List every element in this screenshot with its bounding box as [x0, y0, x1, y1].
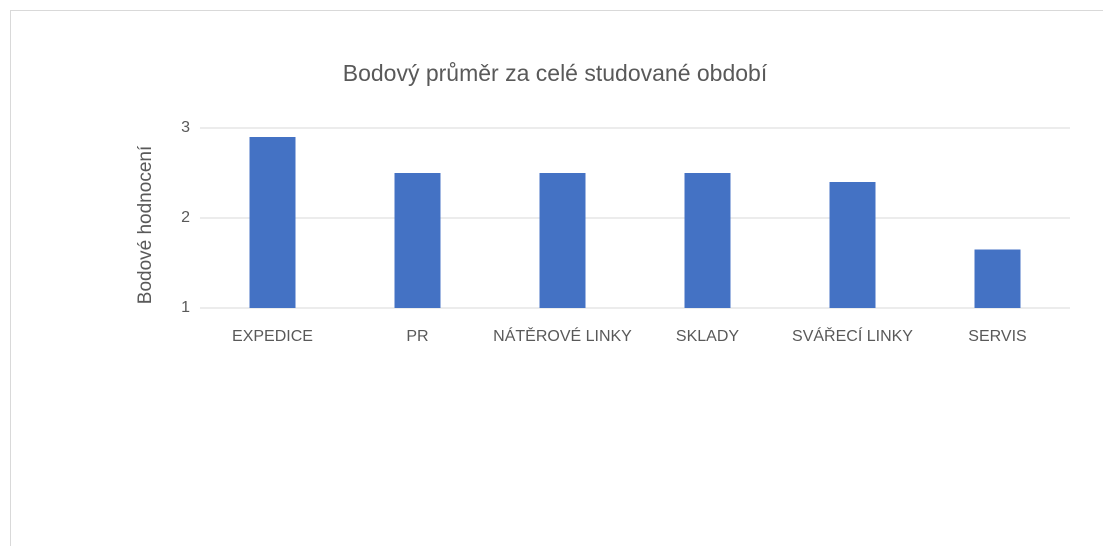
bar — [249, 137, 296, 308]
bar — [394, 173, 441, 308]
y-tick-label: 3 — [181, 119, 190, 136]
bar — [829, 182, 876, 308]
bar — [684, 173, 731, 308]
x-tick-label: EXPEDICE — [232, 328, 313, 345]
bar — [539, 173, 586, 308]
x-tick-label: SKLADY — [676, 328, 739, 345]
x-tick-label: SERVIS — [968, 328, 1026, 345]
x-tick-label: SVÁŘECÍ LINKY — [792, 326, 913, 345]
bar — [974, 249, 1021, 308]
y-axis-label: Bodové hodnocení — [135, 145, 156, 304]
y-tick-label: 2 — [181, 209, 190, 226]
y-tick-label: 1 — [181, 299, 190, 316]
chart-title: Bodový průměr za celé studované období — [343, 60, 768, 86]
x-tick-label: PR — [406, 328, 428, 345]
x-tick-label: NÁTĚROVÉ LINKY — [493, 326, 632, 345]
